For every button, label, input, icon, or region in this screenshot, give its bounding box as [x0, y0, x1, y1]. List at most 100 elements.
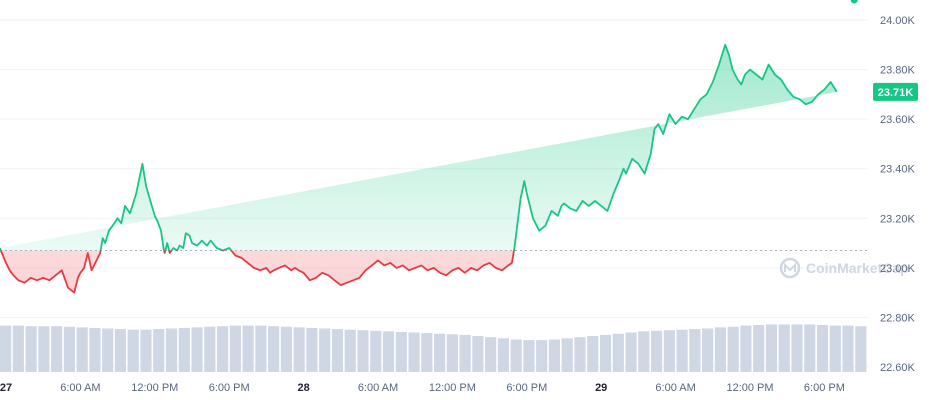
y-tick-label: 22.60K [880, 362, 916, 374]
volume-bar [25, 326, 37, 372]
volume-bar [421, 333, 433, 372]
volume-bar [114, 329, 127, 372]
x-tick-label: 28 [297, 382, 309, 394]
price-line-down [0, 250, 515, 294]
area-fill-below-baseline [0, 250, 514, 293]
volume-bar [548, 339, 561, 372]
y-axis: 22.60K 22.80K 23.00K 23.20K 23.40K 23.60K 23.8… [880, 15, 916, 374]
volume-bar [344, 329, 356, 372]
volume-bar [599, 334, 612, 372]
volume-bar [76, 327, 88, 372]
volume-bar [485, 337, 497, 372]
volume-bar [459, 334, 471, 372]
volume-bar [740, 325, 752, 372]
volume-bar [0, 325, 12, 372]
x-tick-label: 12:00 PM [131, 382, 178, 394]
volume-bar [204, 326, 216, 372]
volume-bar [268, 326, 280, 372]
volume-bar [255, 325, 267, 372]
volume-bar [638, 331, 650, 372]
x-tick-label: 6:00 AM [60, 382, 100, 394]
y-tick-label: 22.80K [880, 312, 916, 324]
volume-bar [382, 331, 395, 372]
volume-bar [38, 326, 50, 372]
volume-bar [523, 340, 535, 372]
volume-bar [140, 329, 152, 372]
x-tick-label: 6:00 PM [804, 382, 845, 394]
volume-bar [842, 325, 854, 372]
volume-bar [536, 340, 548, 372]
volume-bar [51, 326, 63, 372]
x-tick-label: 6:00 AM [655, 382, 695, 394]
y-tick-label: 23.20K [880, 213, 916, 225]
volume-bar [574, 337, 586, 372]
volume-bar [102, 328, 114, 372]
x-tick-label: 27 [0, 382, 12, 394]
volume-bars [0, 324, 867, 372]
watermark-text: CoinMarketCap [806, 260, 909, 276]
volume-bar [561, 338, 573, 372]
volume-bar [778, 324, 790, 372]
volume-bar [63, 326, 75, 372]
volume-bar [804, 324, 816, 372]
volume-bar [178, 327, 190, 372]
volume-bar [855, 326, 867, 372]
x-tick-label: 12:00 PM [429, 382, 476, 394]
volume-bar [293, 327, 305, 372]
volume-bar [153, 329, 165, 372]
volume-bar [816, 325, 829, 372]
volume-bar [663, 330, 675, 372]
y-tick-label: 23.00K [880, 263, 916, 275]
volume-bar [651, 330, 663, 372]
current-price-badge: 23.71K [873, 82, 918, 101]
y-tick-label: 23.60K [880, 114, 916, 126]
volume-bar [12, 325, 24, 372]
coinmarketcap-logo-mark [784, 262, 796, 272]
volume-bar [331, 329, 344, 372]
y-tick-label: 23.80K [880, 65, 916, 77]
current-price-label: 23.71K [878, 87, 914, 99]
volume-bar [765, 324, 778, 372]
coinmarketcap-logo-icon [779, 257, 801, 279]
volume-bar [625, 332, 637, 372]
volume-bar [127, 329, 139, 372]
current-price-badge-bg [873, 82, 918, 101]
volume-bar [434, 333, 446, 372]
volume-bar [306, 327, 318, 372]
x-tick-label: 29 [595, 382, 607, 394]
volume-bar [497, 338, 509, 372]
volume-bar [753, 325, 765, 372]
volume-bar [727, 326, 739, 372]
last-price-point [850, 0, 858, 4]
x-axis: 27 6:00 AM 12:00 PM 6:00 PM 28 6:00 AM 12:00 P… [0, 382, 845, 394]
volume-bar [714, 327, 726, 372]
volume-bar [408, 332, 420, 372]
volume-bar [229, 325, 241, 372]
volume-bar [370, 330, 382, 372]
y-tick-label: 23.40K [880, 164, 916, 176]
volume-bar [446, 334, 458, 372]
y-tick-label: 24.00K [880, 15, 916, 27]
volume-bar [280, 326, 292, 372]
volume-bar [676, 329, 688, 372]
x-tick-label: 6:00 PM [506, 382, 547, 394]
volume-bar [689, 329, 701, 372]
price-line-up [0, 43, 838, 251]
volume-bar [472, 336, 484, 372]
volume-bar [217, 326, 229, 372]
volume-bar [319, 328, 331, 372]
volume-bar [89, 327, 101, 372]
volume-bar [587, 336, 599, 372]
volume-bar [191, 327, 203, 372]
x-tick-label: 12:00 PM [726, 382, 773, 394]
volume-bar [395, 331, 407, 372]
volume-bar [510, 339, 522, 372]
volume-bar [791, 324, 803, 372]
volume-bar [242, 325, 254, 372]
x-tick-label: 6:00 AM [358, 382, 398, 394]
x-tick-label: 6:00 PM [209, 382, 250, 394]
coinmarketcap-watermark: CoinMarketCap [779, 257, 909, 279]
volume-bar [612, 333, 624, 372]
volume-bar [357, 330, 369, 372]
